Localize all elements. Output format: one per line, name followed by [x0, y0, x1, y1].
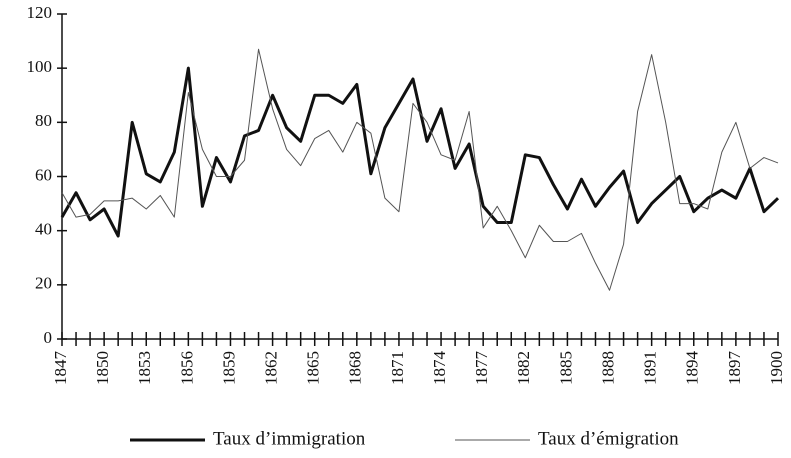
y-tick-label: 120 [27, 3, 53, 22]
legend-label: Taux d’émigration [538, 428, 679, 449]
series-line [61, 48, 779, 291]
legend-label: Taux d’immigration [213, 428, 366, 449]
y-tick-label: 40 [35, 220, 52, 239]
x-tick-label: 1850 [93, 351, 112, 385]
x-tick-label: 1874 [430, 351, 449, 386]
x-tick-label: 1894 [683, 351, 702, 386]
x-tick-label: 1847 [51, 351, 70, 386]
x-tick-label: 1856 [177, 351, 196, 385]
y-tick-label: 80 [35, 111, 52, 130]
y-tick-label: 20 [35, 274, 52, 293]
x-tick-label: 1900 [767, 351, 786, 385]
y-tick-label: 60 [35, 165, 52, 184]
x-tick-label: 1865 [304, 351, 323, 385]
x-tick-label: 1862 [261, 351, 280, 385]
x-tick-label: 1891 [641, 351, 660, 385]
x-tick-label: 1868 [346, 351, 365, 385]
series-line [60, 66, 780, 238]
x-tick-label: 1888 [598, 351, 617, 385]
y-tick-label: 100 [27, 57, 53, 76]
x-tick-label: 1877 [472, 351, 491, 386]
x-tick-label: 1885 [556, 351, 575, 385]
x-tick-label: 1871 [388, 351, 407, 385]
x-tick-label: 1853 [135, 351, 154, 385]
x-tick-label: 1882 [514, 351, 533, 385]
y-tick-label: 0 [44, 328, 53, 347]
x-tick-label: 1859 [219, 351, 238, 385]
x-tick-label: 1897 [725, 351, 744, 386]
